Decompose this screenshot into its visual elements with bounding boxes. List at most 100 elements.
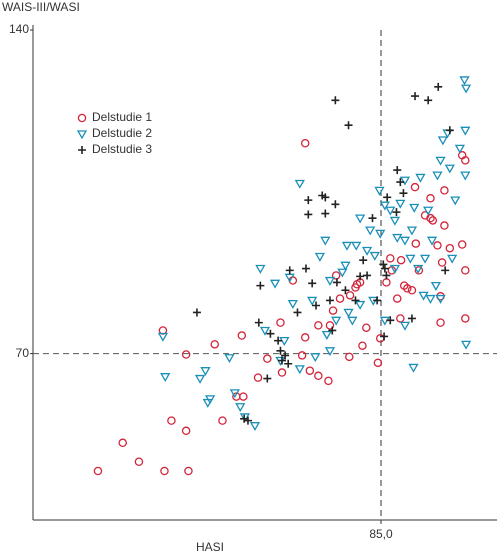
legend-label: Delstudie 2 [92, 126, 152, 140]
point [305, 366, 315, 375]
point [331, 200, 340, 209]
point [392, 208, 401, 217]
point [444, 164, 455, 174]
point [359, 256, 368, 265]
point [160, 466, 169, 476]
point [157, 332, 169, 342]
legend-marker [77, 113, 87, 123]
point [351, 296, 360, 305]
y-axis-label: WAIS-III/WASI [2, 0, 80, 14]
point [383, 193, 392, 202]
point [361, 246, 373, 256]
point [382, 278, 391, 287]
point [382, 271, 391, 280]
point [437, 136, 448, 146]
point [450, 196, 461, 206]
point [297, 351, 307, 360]
point [447, 254, 458, 264]
point [253, 373, 263, 382]
point [409, 203, 420, 213]
point [434, 82, 443, 91]
point [433, 241, 442, 250]
point [304, 210, 313, 219]
point [399, 176, 411, 186]
point [307, 296, 318, 306]
point [259, 326, 271, 336]
point [426, 213, 435, 223]
point [428, 216, 438, 225]
point [344, 121, 353, 130]
point [118, 438, 127, 448]
legend-label: Delstudie 3 [92, 142, 152, 156]
point [385, 206, 396, 216]
point [266, 329, 275, 338]
point [425, 294, 436, 304]
point [335, 294, 345, 303]
point [184, 466, 193, 476]
point [412, 264, 424, 274]
point [337, 268, 348, 278]
point [314, 321, 323, 330]
point [324, 347, 336, 357]
point [406, 226, 418, 236]
point [368, 214, 377, 223]
point [389, 216, 401, 226]
y-tick-label: 70 [16, 346, 30, 360]
point [354, 300, 366, 310]
point [418, 291, 429, 301]
point [274, 336, 283, 345]
point [235, 403, 246, 413]
point [343, 308, 354, 318]
point [396, 314, 405, 323]
point [461, 314, 470, 323]
point [389, 264, 401, 274]
point [276, 346, 285, 355]
point [423, 206, 434, 216]
point [328, 306, 338, 315]
point [379, 260, 388, 269]
point [218, 416, 227, 425]
point [441, 266, 450, 275]
point [461, 266, 470, 275]
point [278, 356, 287, 365]
point [332, 278, 341, 287]
point [393, 166, 402, 175]
point [321, 193, 330, 202]
point [379, 201, 390, 211]
point [181, 350, 191, 359]
point [281, 351, 290, 360]
point [276, 318, 285, 327]
point [324, 276, 336, 286]
point [240, 414, 249, 423]
point [192, 308, 201, 317]
point [411, 239, 421, 248]
point [426, 194, 435, 203]
point [358, 341, 367, 350]
point [263, 374, 272, 383]
point [461, 156, 470, 165]
y-tick-label: 140 [9, 22, 29, 36]
point [460, 171, 471, 181]
point [249, 422, 261, 432]
point [436, 318, 445, 327]
point [310, 353, 321, 363]
point [331, 316, 342, 326]
point [351, 241, 362, 251]
point [392, 233, 403, 243]
point [440, 221, 449, 230]
point [424, 96, 433, 105]
point [263, 354, 272, 363]
point [386, 316, 395, 325]
point [304, 196, 313, 205]
point [314, 252, 326, 262]
point [399, 189, 408, 198]
point [396, 255, 406, 265]
point [356, 272, 365, 281]
point [341, 241, 353, 251]
point [440, 186, 449, 195]
point [284, 359, 293, 368]
point [312, 301, 321, 310]
point [374, 186, 385, 196]
point [325, 321, 335, 330]
point [432, 171, 443, 181]
